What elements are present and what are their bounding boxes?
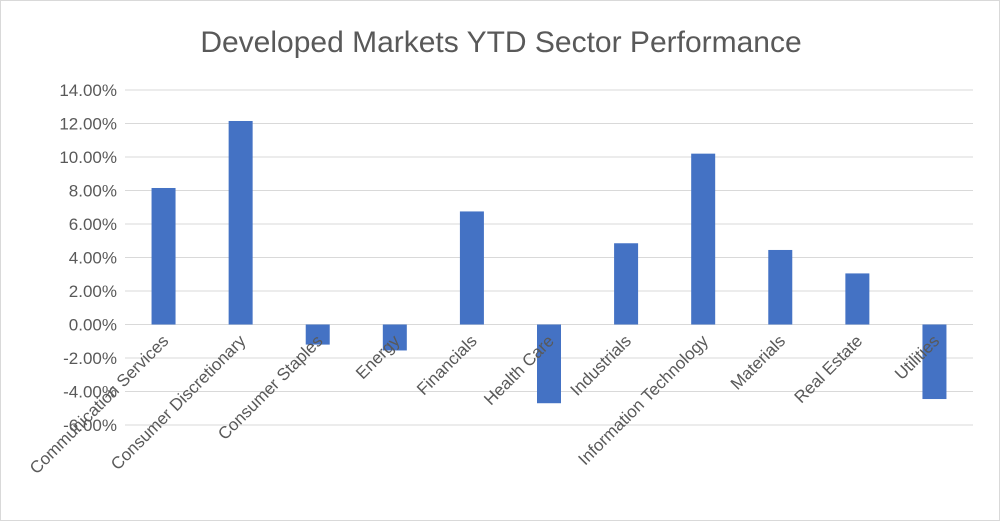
x-category-label: Materials — [727, 331, 789, 393]
y-tick-label: 8.00% — [69, 182, 117, 201]
x-category-label: Financials — [413, 331, 481, 399]
bar — [922, 324, 947, 400]
y-tick-label: 10.00% — [59, 148, 117, 167]
bar — [537, 324, 561, 404]
x-category-label: Industrials — [567, 331, 635, 399]
y-tick-label: 12.00% — [59, 115, 117, 134]
y-tick-label: -2.00% — [63, 349, 117, 368]
bar — [614, 243, 639, 325]
bar-series — [151, 120, 947, 404]
bar — [691, 153, 716, 325]
bar — [768, 249, 793, 325]
y-tick-label: 6.00% — [69, 215, 117, 234]
bar — [382, 324, 407, 351]
bar — [845, 273, 870, 325]
y-tick-label: 14.00% — [59, 81, 117, 100]
x-category-label: Information Technology — [575, 331, 713, 469]
x-category-label: Consumer Discretionary — [107, 331, 250, 474]
bar — [228, 120, 253, 325]
y-tick-label: 0.00% — [69, 316, 117, 335]
bar — [459, 211, 484, 325]
y-tick-label: -4.00% — [63, 383, 117, 402]
y-tick-label: -6.00% — [63, 416, 117, 435]
chart-title: Developed Markets YTD Sector Performance — [200, 26, 801, 59]
y-tick-label: 2.00% — [69, 282, 117, 301]
bar — [305, 324, 330, 345]
x-category-label: Real Estate — [791, 331, 867, 407]
y-axis-ticks: 14.00% 12.00% 10.00% 8.00% 6.00% 4.00% 2.00% 0.… — [59, 81, 117, 435]
bar — [151, 187, 176, 325]
y-tick-label: 4.00% — [69, 249, 117, 268]
x-category-label: Energy — [352, 331, 404, 383]
